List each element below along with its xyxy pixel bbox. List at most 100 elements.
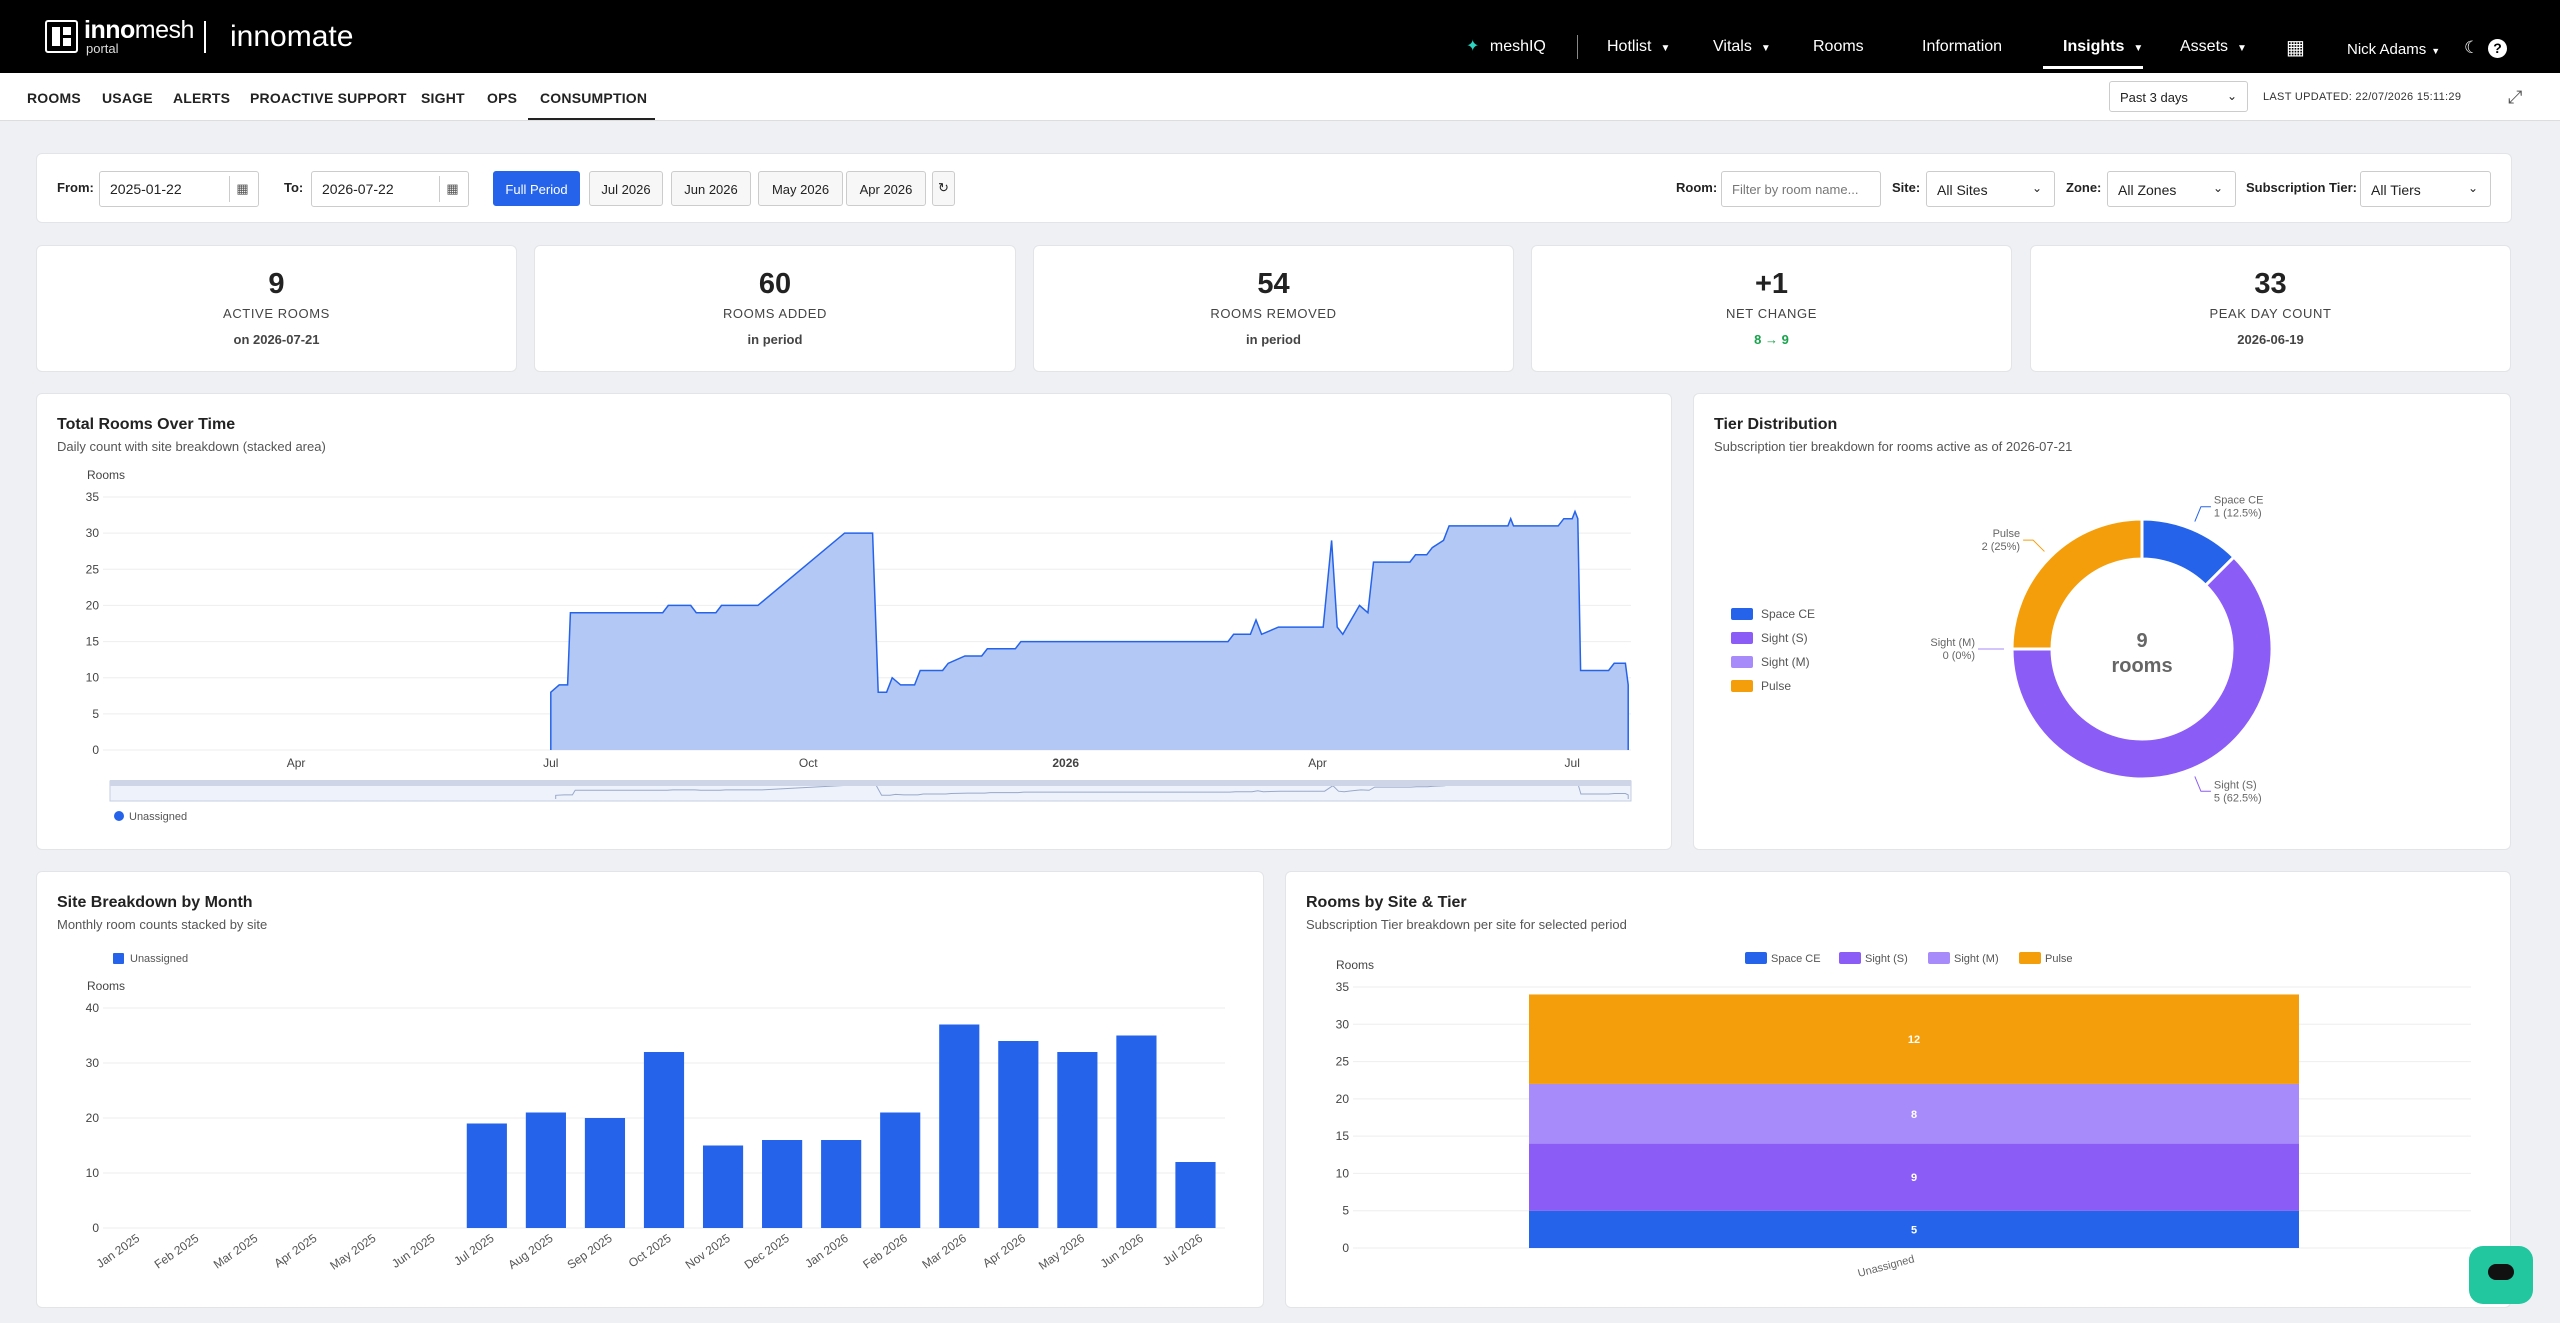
insights-tabs: ROOMS USAGE ALERTS PROACTIVE SUPPORT SIG… (0, 73, 2560, 121)
nav-active-indicator (2043, 66, 2143, 69)
x-tick-label: Mar 2026 (919, 1231, 969, 1272)
x-tick-label: Apr 2025 (271, 1231, 319, 1271)
site-tier-stacked-bar-chart[interactable]: Space CE Sight (S) Sight (M) Pulse Rooms 0 5 10… (1286, 872, 2512, 1309)
x-tick-label: Oct (799, 756, 818, 770)
card-title: Tier Distribution (1714, 416, 1838, 433)
chip-full-period[interactable]: Full Period (493, 171, 580, 206)
y-tick-label: 25 (1336, 1055, 1350, 1069)
donut-slice (2010, 554, 2274, 781)
legend-swatch (1745, 952, 1767, 964)
legend-label: Space CE (1771, 953, 1821, 965)
tab-sight[interactable]: SIGHT (421, 90, 465, 106)
slice-label-value: 1 (12.5%) (2214, 508, 2262, 520)
caret-down-icon: ▼ (2431, 46, 2441, 56)
nav-separator (1577, 35, 1578, 59)
chip-jun-2026[interactable]: Jun 2026 (671, 171, 751, 206)
bar (939, 1024, 980, 1228)
y-tick-label: 40 (86, 1001, 100, 1015)
slice-label-name: Pulse (1993, 528, 2021, 540)
tier-select[interactable]: All Tiers ⌄ (2360, 171, 2491, 207)
legend-swatch (1928, 952, 1950, 964)
calendar-icon[interactable]: ▦ (439, 176, 465, 202)
brand-logo-text: innomesh (84, 16, 194, 44)
chip-may-2026[interactable]: May 2026 (758, 171, 843, 206)
x-tick-label: Apr (287, 756, 306, 770)
rooms-by-site-tier-card: Rooms by Site & Tier Subscription Tier b… (1285, 871, 2511, 1308)
caret-down-icon: ▼ (2133, 43, 2144, 54)
help-icon[interactable]: ? (2488, 39, 2507, 58)
apps-grid-icon[interactable]: ▦ (2286, 37, 2305, 59)
tab-proactive-support[interactable]: PROACTIVE SUPPORT (250, 90, 407, 106)
chevron-down-icon: ⌄ (2467, 181, 2478, 195)
user-menu[interactable]: Nick Adams ▼ (2347, 41, 2441, 58)
app-name[interactable]: innomate (230, 20, 354, 53)
chip-apr-2026[interactable]: Apr 2026 (846, 171, 926, 206)
slice-label-value: 5 (62.5%) (2214, 792, 2262, 804)
legend-label: Sight (M) (1761, 655, 1810, 669)
legend-swatch (1731, 656, 1753, 668)
stacked-bar-segment (1529, 1083, 2299, 1144)
nav-assets[interactable]: Assets ▼ (2180, 38, 2247, 55)
donut-center-label: rooms (2111, 655, 2172, 677)
nav-hotlist[interactable]: Hotlist ▼ (1607, 38, 1671, 55)
x-tick-label: Unassigned (1857, 1253, 1916, 1280)
from-date-input[interactable]: 2025-01-22 ▦ (99, 171, 259, 207)
innomesh-logo-icon[interactable] (45, 20, 78, 53)
nav-insights[interactable]: Insights ▼ (2063, 38, 2144, 55)
site-breakdown-card: Site Breakdown by Month Monthly room cou… (36, 871, 1264, 1308)
y-axis-label: Rooms (1336, 958, 1374, 972)
filter-bar: From: 2025-01-22 ▦ To: 2026-07-22 ▦ Full P… (36, 153, 2512, 223)
donut-slice (2010, 517, 2144, 651)
nav-information[interactable]: Information (1922, 38, 2003, 55)
y-tick-label: 30 (86, 1056, 100, 1070)
tab-alerts[interactable]: ALERTS (173, 90, 231, 106)
fullscreen-icon[interactable]: ⤢ (2508, 87, 2523, 107)
site-breakdown-bar-chart[interactable]: Unassigned Rooms 0 10 20 30 40 Jan 2025 Feb 2025… (37, 872, 1265, 1309)
total-rooms-area-chart[interactable]: Rooms 0 5 10 15 20 25 30 35 Apr Jul Oct 2026 Apr Jul Un… (37, 394, 1673, 851)
site-select[interactable]: All Sites ⌄ (1926, 171, 2055, 207)
tier-distribution-card: Tier Distribution Subscription tier brea… (1693, 393, 2511, 850)
stacked-bar-segment (1529, 994, 2299, 1084)
x-tick-label: Apr (1308, 756, 1327, 770)
dark-mode-icon[interactable]: ☾ (2464, 38, 2480, 57)
to-date-input[interactable]: 2026-07-22 ▦ (311, 171, 469, 207)
slice-label-name: Space CE (2214, 495, 2264, 507)
chip-jul-2026[interactable]: Jul 2026 (589, 171, 663, 206)
chevron-down-icon: ⌄ (2226, 89, 2237, 103)
brand-divider (204, 21, 206, 53)
segment-data-label: 5 (1911, 1224, 1917, 1236)
bar (1116, 1035, 1157, 1228)
nav-meshiq[interactable]: ✦ meshIQ (1466, 38, 1546, 55)
period-select[interactable]: Past 3 days ⌄ (2109, 81, 2248, 112)
calendar-icon[interactable]: ▦ (229, 176, 255, 202)
y-tick-label: 10 (1336, 1166, 1350, 1180)
tab-ops[interactable]: OPS (487, 90, 518, 106)
site-label: Site: (1892, 180, 1921, 195)
y-tick-label: 0 (92, 743, 99, 757)
nav-vitals[interactable]: Vitals ▼ (1713, 38, 1771, 55)
tab-usage[interactable]: USAGE (102, 90, 153, 106)
nav-rooms[interactable]: Rooms (1813, 38, 1864, 55)
caret-down-icon: ▼ (2237, 43, 2247, 54)
chat-launcher-button[interactable] (2469, 1246, 2533, 1304)
legend-label: Sight (M) (1954, 953, 1999, 965)
zone-select[interactable]: All Zones ⌄ (2107, 171, 2236, 207)
room-filter-input[interactable]: Filter by room name... (1721, 171, 1881, 207)
chevron-down-icon: ⌄ (2212, 181, 2223, 195)
slice-leader-line (2023, 539, 2045, 552)
x-tick-label: Jul (1565, 756, 1580, 770)
x-tick-label: Feb 2025 (152, 1231, 202, 1272)
x-tick-label: May 2025 (327, 1231, 378, 1273)
refresh-icon[interactable]: ↻ (932, 171, 955, 206)
zone-label: Zone: (2066, 180, 2102, 195)
x-tick-label: Nov 2025 (683, 1231, 733, 1272)
tab-consumption[interactable]: CONSUMPTION (540, 90, 648, 106)
tab-rooms[interactable]: ROOMS (27, 90, 81, 106)
legend-label: Unassigned (129, 811, 187, 823)
bar (702, 1145, 744, 1228)
legend-swatch (1731, 632, 1753, 644)
x-tick-label: Aug 2025 (505, 1231, 555, 1272)
slice-label-name: Sight (M) (1930, 637, 1975, 649)
x-tick-label: 2026 (1052, 756, 1079, 770)
